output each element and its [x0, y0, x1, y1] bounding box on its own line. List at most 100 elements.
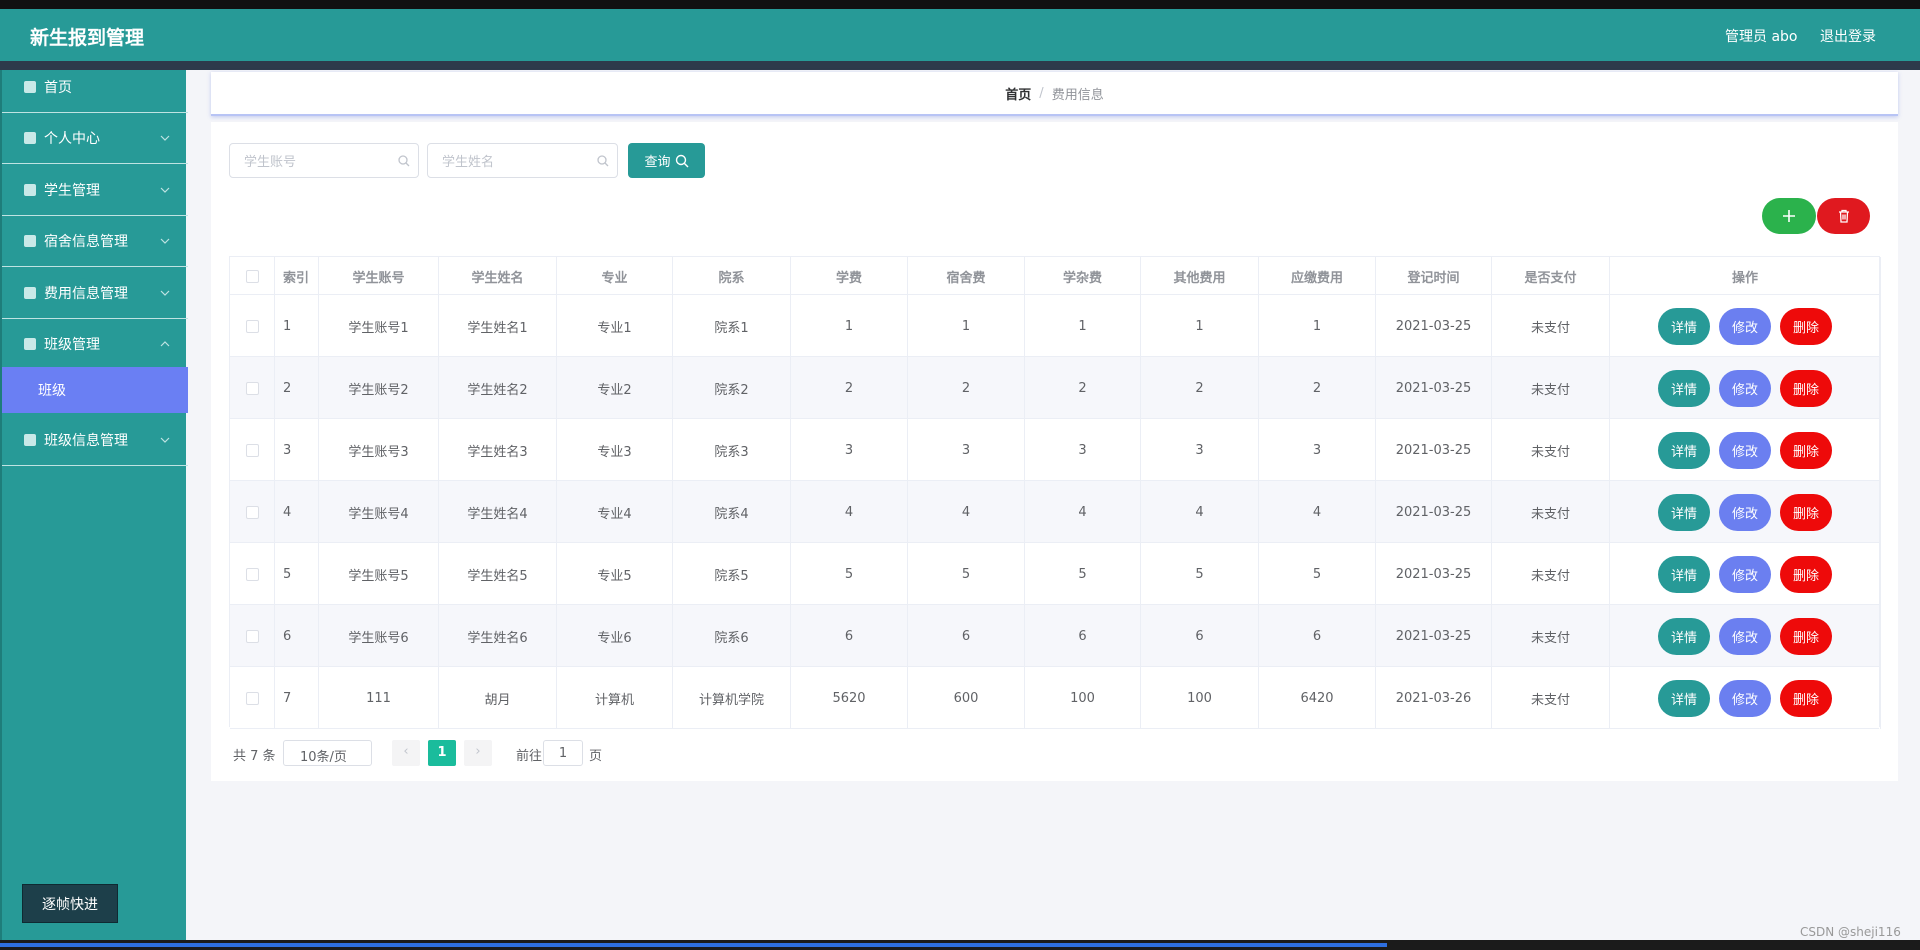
checkbox[interactable] — [245, 691, 259, 705]
current-page[interactable]: 1 — [428, 740, 456, 766]
checkbox[interactable] — [245, 269, 259, 283]
action-button[interactable]: 详情 — [1658, 617, 1710, 655]
cell: 3 — [1025, 419, 1141, 481]
action-button[interactable]: 删除 — [1780, 307, 1832, 345]
cell — [230, 419, 275, 481]
cell: 胡月 — [439, 667, 557, 729]
action-cell: 详情 修改 删除 — [1610, 419, 1881, 481]
table-row: 4 学生账号4 学生姓名4 专业4 院系4 4 4 4 4 4 2021-03-25 未支付 详情 修改删… — [230, 481, 1881, 543]
action-button[interactable]: 详情 — [1658, 307, 1710, 345]
cell: 3 — [908, 419, 1025, 481]
header-cell: 操作 — [1610, 257, 1881, 295]
cell: 3 — [791, 419, 908, 481]
query-button[interactable]: 查询 — [628, 143, 705, 178]
cell: 3 — [1141, 419, 1259, 481]
table-row: 1 学生账号1 学生姓名1 专业1 院系1 1 1 1 1 1 2021-03-25 未支付 详情 修改删… — [230, 295, 1881, 357]
menu-item[interactable]: 个人中心 — [2, 112, 188, 164]
table-header: 索引 学生账号 学生姓名 专业 院系 学费 宿舍费 学杂费 其他费用 应缴费用 登记时间 是否支付 操作 — [230, 257, 1881, 295]
next-page[interactable]: › — [464, 740, 492, 766]
action-button[interactable]: 修改 — [1719, 617, 1771, 655]
cell: 专业4 — [557, 481, 673, 543]
header-cell: 是否支付 — [1492, 257, 1610, 295]
action-button[interactable]: 删除 — [1780, 493, 1832, 531]
header: 新生报到管理 管理员 abo 退出登录 — [0, 9, 1920, 61]
cell: 学生姓名2 — [439, 357, 557, 419]
action-button[interactable]: 详情 — [1658, 493, 1710, 531]
action-button[interactable]: 修改 — [1719, 369, 1771, 407]
cell: 5 — [1025, 543, 1141, 605]
cell: 学生姓名3 — [439, 419, 557, 481]
action-button[interactable]: 详情 — [1658, 679, 1710, 717]
menu-icon — [24, 131, 36, 144]
cell: 111 — [319, 667, 439, 729]
checkbox[interactable] — [245, 443, 259, 457]
action-button[interactable]: 删除 — [1780, 369, 1832, 407]
menu-item[interactable]: 费用信息管理 — [2, 267, 188, 319]
cell: 2021-03-26 — [1376, 667, 1492, 729]
menu-icon — [24, 433, 36, 446]
step-button[interactable]: 逐帧快进 — [22, 884, 118, 923]
checkbox[interactable] — [245, 381, 259, 395]
table-row: 2 学生账号2 学生姓名2 专业2 院系2 2 2 2 2 2 2021-03-25 未支付 详情 修改删… — [230, 357, 1881, 419]
prev-page[interactable]: ‹ — [392, 740, 420, 766]
menu-item[interactable]: 班级管理 — [2, 318, 188, 370]
action-button[interactable]: 详情 — [1658, 431, 1710, 469]
cell: 100 — [1025, 667, 1141, 729]
action-button[interactable]: 修改 — [1719, 307, 1771, 345]
logout[interactable]: 退出登录 — [1820, 29, 1876, 45]
cell: 院系2 — [673, 357, 791, 419]
menu-item[interactable]: 首页 — [2, 61, 188, 113]
cell: 7 — [275, 667, 319, 729]
action-button[interactable]: 删除 — [1780, 679, 1832, 717]
cell: 4 — [1259, 481, 1376, 543]
action-button[interactable]: 修改 — [1719, 493, 1771, 531]
crumb-current: 费用信息 — [1051, 87, 1104, 103]
placeholder: 学生账号 — [244, 155, 297, 170]
menu-item[interactable]: 学生管理 — [2, 164, 188, 216]
menu-item[interactable]: 班级信息管理 — [2, 414, 188, 466]
submenu-item[interactable]: 班级 — [2, 367, 188, 413]
progress — [0, 943, 1387, 947]
header-cell: 其他费用 — [1141, 257, 1259, 295]
menu-label: 班级 — [38, 383, 66, 399]
cell: 2 — [791, 357, 908, 419]
cell: 学生账号5 — [319, 543, 439, 605]
watermark: CSDN @sheji116 — [1800, 925, 1901, 939]
menu-item[interactable]: 宿舍信息管理 — [2, 215, 188, 267]
goto-input[interactable]: 1 — [543, 740, 583, 766]
add-button[interactable] — [1762, 198, 1816, 234]
menu-icon — [24, 234, 36, 247]
header-cell: 应缴费用 — [1259, 257, 1376, 295]
crumb-home[interactable]: 首页 — [1005, 87, 1032, 103]
page-size[interactable]: 10条/页 — [283, 740, 372, 766]
cell: 2021-03-25 — [1376, 605, 1492, 667]
checkbox[interactable] — [245, 505, 259, 519]
action-cell: 详情 修改 删除 — [1610, 543, 1881, 605]
search-input[interactable]: 学生姓名 — [427, 143, 618, 178]
cell: 学生姓名6 — [439, 605, 557, 667]
cell — [230, 357, 275, 419]
menu-icon — [24, 286, 36, 299]
action-button[interactable]: 详情 — [1658, 555, 1710, 593]
checkbox[interactable] — [245, 319, 259, 333]
action-button[interactable]: 删除 — [1780, 617, 1832, 655]
action-button[interactable]: 删除 — [1780, 555, 1832, 593]
action-button[interactable]: 修改 — [1719, 431, 1771, 469]
chevron — [160, 340, 170, 346]
cell: 2021-03-25 — [1376, 295, 1492, 357]
cell: 2 — [275, 357, 319, 419]
search-input[interactable]: 学生账号 — [229, 143, 419, 178]
action-button[interactable]: 详情 — [1658, 369, 1710, 407]
delete-all-button[interactable] — [1817, 198, 1870, 234]
cell: 院系6 — [673, 605, 791, 667]
checkbox[interactable] — [245, 629, 259, 643]
action-button[interactable]: 修改 — [1719, 679, 1771, 717]
cell: 4 — [1141, 481, 1259, 543]
table-row: 6 学生账号6 学生姓名6 专业6 院系6 6 6 6 6 6 2021-03-25 未支付 详情 修改删… — [230, 605, 1881, 667]
total: 共 7 条 — [233, 749, 276, 764]
action-button[interactable]: 修改 — [1719, 555, 1771, 593]
cell: 专业3 — [557, 419, 673, 481]
action-button[interactable]: 删除 — [1780, 431, 1832, 469]
checkbox[interactable] — [245, 567, 259, 581]
